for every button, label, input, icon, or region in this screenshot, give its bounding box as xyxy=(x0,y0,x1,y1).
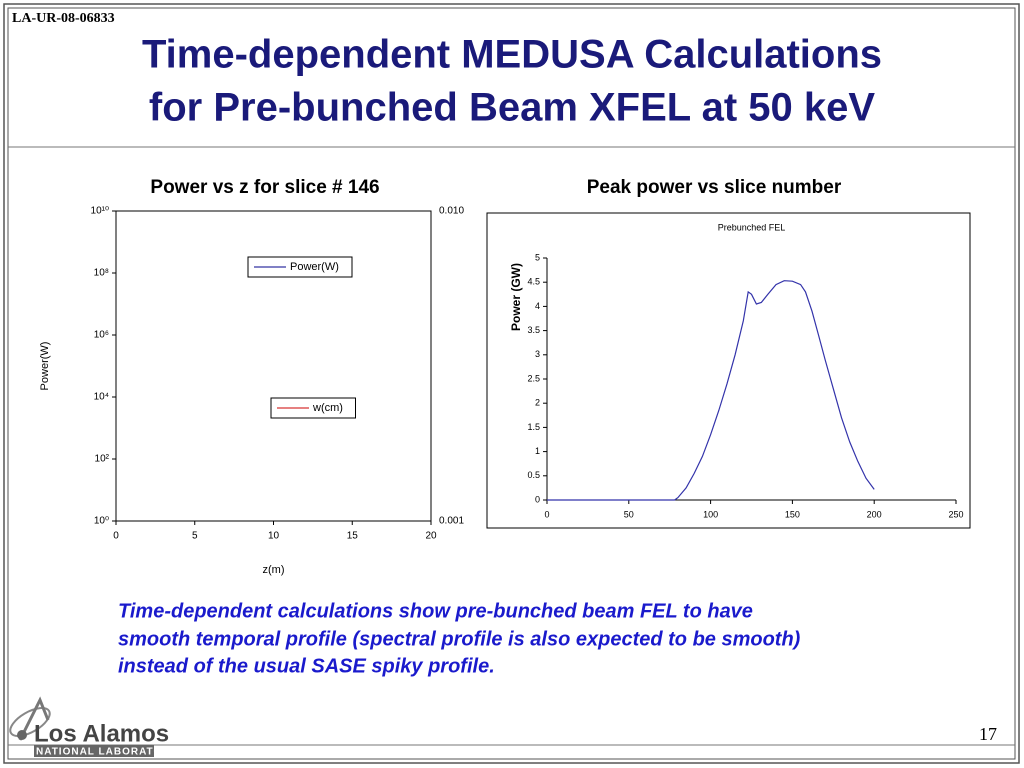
x-tick-label: 0 xyxy=(544,509,549,519)
logo-mark xyxy=(18,696,50,741)
x-tick-label: 150 xyxy=(785,509,800,519)
y-tick-label: 0 xyxy=(535,494,540,504)
series-line xyxy=(547,280,875,501)
caption: Time-dependent calculations show pre-bun… xyxy=(118,600,753,622)
y-axis-label: Power (GW) xyxy=(509,263,523,331)
y-tick-label: 10¹⁰ xyxy=(91,206,109,217)
y-tick-label: 4 xyxy=(535,301,540,311)
x-tick-label: 200 xyxy=(867,509,882,519)
y2-tick-label: 0.010 xyxy=(439,206,464,217)
page-number: 17 xyxy=(979,724,997,744)
x-tick-label: 0 xyxy=(113,531,119,542)
caption: smooth temporal profile (spectral profil… xyxy=(118,628,801,650)
legend-label: Power(W) xyxy=(290,261,339,273)
title: Time-dependent MEDUSA Calculations xyxy=(142,33,882,77)
chart-subtitle: Prebunched FEL xyxy=(718,222,786,232)
chart-heading: Peak power vs slice number xyxy=(587,177,842,198)
y-tick-label: 10⁴ xyxy=(94,392,109,403)
caption: instead of the usual SASE spiky profile. xyxy=(118,655,495,677)
y-tick-label: 0.5 xyxy=(527,470,540,480)
y-tick-label: 10⁶ xyxy=(94,330,109,341)
title: for Pre-bunched Beam XFEL at 50 keV xyxy=(149,86,875,130)
y-tick-label: 1 xyxy=(535,446,540,456)
chart-frame xyxy=(486,212,971,529)
x-axis-label: z(m) xyxy=(263,564,285,576)
slide-border-inner xyxy=(7,7,1016,760)
chart-heading: Power vs z for slice # 146 xyxy=(150,177,379,198)
y-tick-label: 2 xyxy=(535,398,540,408)
logo: Los Alamos NATIONAL LABORATORY xyxy=(9,696,178,758)
x-tick-label: 50 xyxy=(624,509,634,519)
logo-band xyxy=(34,745,154,757)
legend-box xyxy=(270,397,356,419)
logo-text: Los Alamos xyxy=(34,720,169,747)
y-tick-label: 10² xyxy=(95,454,110,465)
slide-border xyxy=(3,3,1020,764)
report-id: LA-UR-08-06833 xyxy=(12,11,115,26)
y-tick-label: 4.5 xyxy=(527,277,540,287)
x-tick-label: 250 xyxy=(948,509,963,519)
y-tick-label: 2.5 xyxy=(527,373,540,383)
y-tick-label: 3 xyxy=(535,349,540,359)
y2-tick-label: 0.001 xyxy=(439,516,464,527)
logo-subtitle: NATIONAL LABORATORY xyxy=(36,747,178,758)
x-tick-label: 5 xyxy=(192,531,198,542)
x-tick-label: 15 xyxy=(347,531,359,542)
y-tick-label: 5 xyxy=(535,252,540,262)
y-tick-label: 10⁸ xyxy=(94,268,109,279)
x-tick-label: 100 xyxy=(703,509,718,519)
y-axis-label: Power(W) xyxy=(39,342,51,391)
y-tick-label: 3.5 xyxy=(527,325,540,335)
legend-box xyxy=(247,256,353,278)
x-tick-label: 10 xyxy=(268,531,280,542)
legend-label: w(cm) xyxy=(312,402,343,414)
y-tick-label: 1.5 xyxy=(527,422,540,432)
x-tick-label: 20 xyxy=(425,531,437,542)
logo-orbit xyxy=(9,707,51,737)
y-tick-label: 10⁰ xyxy=(94,516,109,527)
logo-dot xyxy=(17,730,27,740)
